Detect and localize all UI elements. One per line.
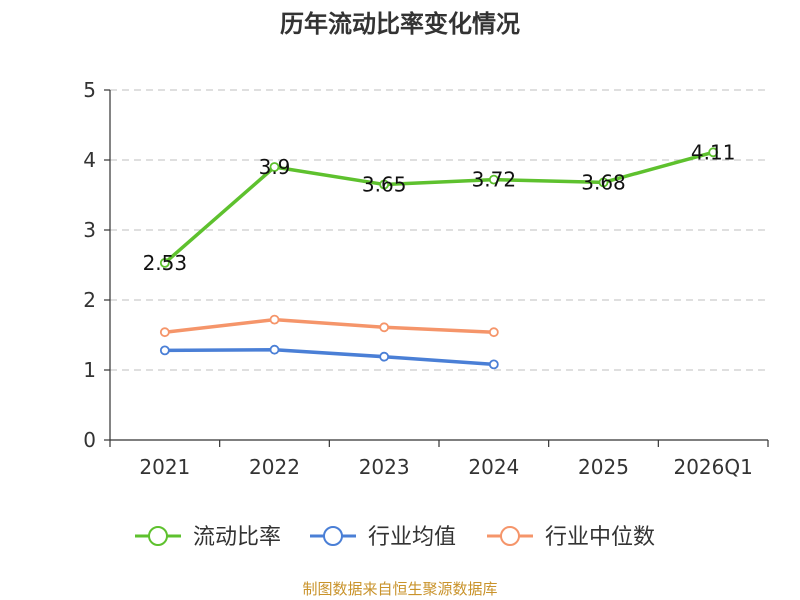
legend-marker xyxy=(148,526,168,546)
series-line xyxy=(164,317,494,334)
data-point xyxy=(379,179,390,190)
data-label: 3.9 xyxy=(259,155,291,179)
legend-label: 行业中位数 xyxy=(545,525,655,550)
data-point xyxy=(488,327,499,338)
data-point xyxy=(708,147,719,158)
data-point xyxy=(159,345,170,356)
x-tick-label: 2022 xyxy=(249,455,300,479)
data-label: 3.65 xyxy=(362,173,407,197)
series-line xyxy=(163,150,714,265)
series-line xyxy=(164,347,494,367)
y-tick-label: 1 xyxy=(83,358,96,382)
data-point xyxy=(159,327,170,338)
x-tick-label: 2026Q1 xyxy=(673,455,752,479)
data-point xyxy=(598,177,609,188)
data-point xyxy=(488,359,499,370)
data-point xyxy=(379,351,390,362)
y-tick-label: 0 xyxy=(83,428,96,452)
data-point xyxy=(269,344,280,355)
data-label: 2.53 xyxy=(143,251,188,275)
data-label: 3.72 xyxy=(472,168,517,192)
data-point xyxy=(488,174,499,185)
x-tick-label: 2023 xyxy=(359,455,410,479)
chart-title: 历年流动比率变化情况 xyxy=(280,10,520,38)
y-tick-label: 2 xyxy=(83,288,96,312)
source-note: 制图数据来自恒生聚源数据库 xyxy=(302,580,498,598)
x-tick-label: 2021 xyxy=(139,455,190,479)
x-tick-label: 2025 xyxy=(578,455,629,479)
legend-marker xyxy=(323,526,343,546)
legend-label: 行业均值 xyxy=(368,525,456,550)
y-tick-label: 4 xyxy=(83,148,96,172)
legend-label: 流动比率 xyxy=(193,525,281,550)
y-tick-label: 3 xyxy=(83,218,96,242)
y-tick-label: 5 xyxy=(83,78,96,102)
data-point xyxy=(269,314,280,325)
data-label: 3.68 xyxy=(581,170,626,194)
data-point xyxy=(269,162,280,172)
legend-marker xyxy=(500,526,520,546)
data-label: 4.11 xyxy=(691,140,736,164)
data-point xyxy=(379,322,390,333)
x-tick-label: 2024 xyxy=(468,455,519,479)
data-point xyxy=(159,257,170,268)
